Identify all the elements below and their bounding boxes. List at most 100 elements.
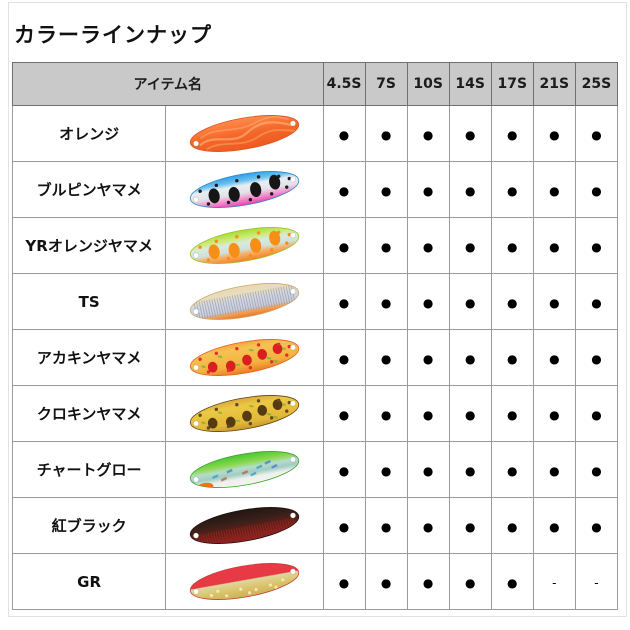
availability-mark-glyph: ● [422,464,434,478]
availability-dot-mark: ● [574,273,619,330]
table-row: オレンジ ● ● ● ● ● ● ● [11,105,619,162]
availability-dot-mark: ● [322,385,366,442]
availability-dot-mark: ● [448,441,492,498]
lure-image-cell [165,329,324,386]
header-size-col: 14S [448,62,492,106]
availability-dot-mark: ● [406,105,450,162]
availability-mark-glyph: ● [549,352,560,366]
table-row: クロキンヤマメ ● ● ● ● ● ● ● [11,385,619,442]
availability-mark-glyph: ● [380,352,392,366]
availability-mark-glyph: ● [464,576,476,590]
availability-none-mark: - [574,553,619,610]
availability-none-mark: - [532,553,576,610]
availability-mark-glyph: ● [591,296,602,310]
chart-glow-spoon-lure-icon [190,451,300,492]
availability-dot-mark: ● [364,329,408,386]
availability-mark-glyph: ● [422,240,434,254]
availability-mark-glyph: ● [338,352,350,366]
availability-dot-mark: ● [574,217,619,274]
header-size-col: 4.5S [322,62,366,106]
availability-dot-mark: ● [532,105,576,162]
availability-dot-mark: ● [574,385,619,442]
table-body: オレンジ ● ● ● ● ● ● ● ブルピンヤマメ ● ● ● ● ● ● ● YRオレンジヤマメ [11,105,619,610]
availability-dot-mark: ● [364,497,408,554]
availability-mark-glyph: ● [507,408,518,422]
color-name-cell: GR [11,553,167,610]
availability-dot-mark: ● [574,161,619,218]
availability-mark-glyph: ● [549,464,560,478]
color-name-cell: クロキンヤマメ [11,385,167,442]
availability-mark-glyph: ● [549,408,560,422]
availability-mark-glyph: ● [507,352,518,366]
color-name-cell: YRオレンジヤマメ [11,217,167,274]
availability-mark-glyph: ● [338,240,350,254]
availability-dot-mark: ● [532,329,576,386]
availability-mark-glyph: ● [338,128,350,142]
availability-mark-glyph: ● [422,128,434,142]
table-row: アカキンヤマメ ● ● ● ● ● ● ● [11,329,619,386]
header-size-col: 25S [574,62,619,106]
header-row: アイテム名 4.5S 7S 10S 14S 17S 21S 25S [12,62,619,106]
availability-dot-mark: ● [322,161,366,218]
availability-dot-mark: ● [532,385,576,442]
availability-dot-mark: ● [364,441,408,498]
beni-black-spoon-lure-icon [190,507,300,546]
availability-mark-glyph: ● [507,464,518,478]
availability-mark-glyph: ● [338,408,350,422]
color-name-cell: ブルピンヤマメ [11,161,167,218]
header-item-name: アイテム名 [12,62,324,106]
availability-mark-glyph: ● [422,520,434,534]
availability-dot-mark: ● [574,329,619,386]
availability-mark-glyph: ● [464,296,476,310]
availability-mark-glyph: ● [464,408,476,422]
availability-mark-glyph: ● [591,184,602,198]
availability-mark-glyph: ● [549,296,560,310]
availability-dot-mark: ● [448,553,492,610]
availability-mark-glyph: ● [422,296,434,310]
availability-dot-mark: ● [406,273,450,330]
availability-dot-mark: ● [448,497,492,554]
availability-dot-mark: ● [364,273,408,330]
availability-dot-mark: ● [574,441,619,498]
availability-dot-mark: ● [448,273,492,330]
header-size-col: 17S [490,62,534,106]
availability-mark-glyph: ● [549,128,560,142]
availability-dot-mark: ● [406,497,450,554]
availability-dot-mark: ● [448,385,492,442]
color-lineup-table: アイテム名 4.5S 7S 10S 14S 17S 21S 25S オレンジ ● ● ● ● ● ● ●… [11,62,619,610]
availability-mark-glyph: ● [591,352,602,366]
availability-mark-glyph: ● [338,464,350,478]
availability-dot-mark: ● [406,217,450,274]
availability-mark-glyph: ● [422,408,434,422]
availability-dot-mark: ● [406,161,450,218]
availability-mark-glyph: ● [464,352,476,366]
color-name-cell: アカキンヤマメ [11,329,167,386]
table-row: 紅ブラック ● ● ● ● ● ● ● [11,497,619,554]
availability-mark-glyph: ● [422,184,434,198]
yr-orange-yamame-spoon-lure-icon [190,227,300,264]
availability-mark-glyph: ● [507,296,518,310]
availability-dot-mark: ● [490,497,534,554]
color-name-cell: チャートグロー [11,441,167,498]
table-row: GR ● ● ● ● ● - - [11,553,619,610]
availability-mark-glyph: ● [464,184,476,198]
availability-mark-glyph: ● [591,408,602,422]
lure-image-cell [165,217,324,274]
availability-mark-glyph: ● [464,520,476,534]
availability-mark-glyph: ● [591,128,602,142]
availability-mark-glyph: ● [464,128,476,142]
availability-mark-glyph: ● [380,520,392,534]
availability-mark-glyph: - [552,576,557,590]
availability-mark-glyph: ● [338,576,350,590]
lure-image-cell [165,105,324,162]
table-row: チャートグロー ● ● ● ● ● ● ● [11,441,619,498]
availability-dot-mark: ● [406,329,450,386]
availability-mark-glyph: ● [591,464,602,478]
availability-dot-mark: ● [406,385,450,442]
availability-mark-glyph: ● [380,240,392,254]
availability-dot-mark: ● [448,217,492,274]
color-name-cell: 紅ブラック [11,497,167,554]
availability-mark-glyph: ● [591,520,602,534]
header-size-col: 7S [364,62,408,106]
availability-mark-glyph: ● [464,240,476,254]
